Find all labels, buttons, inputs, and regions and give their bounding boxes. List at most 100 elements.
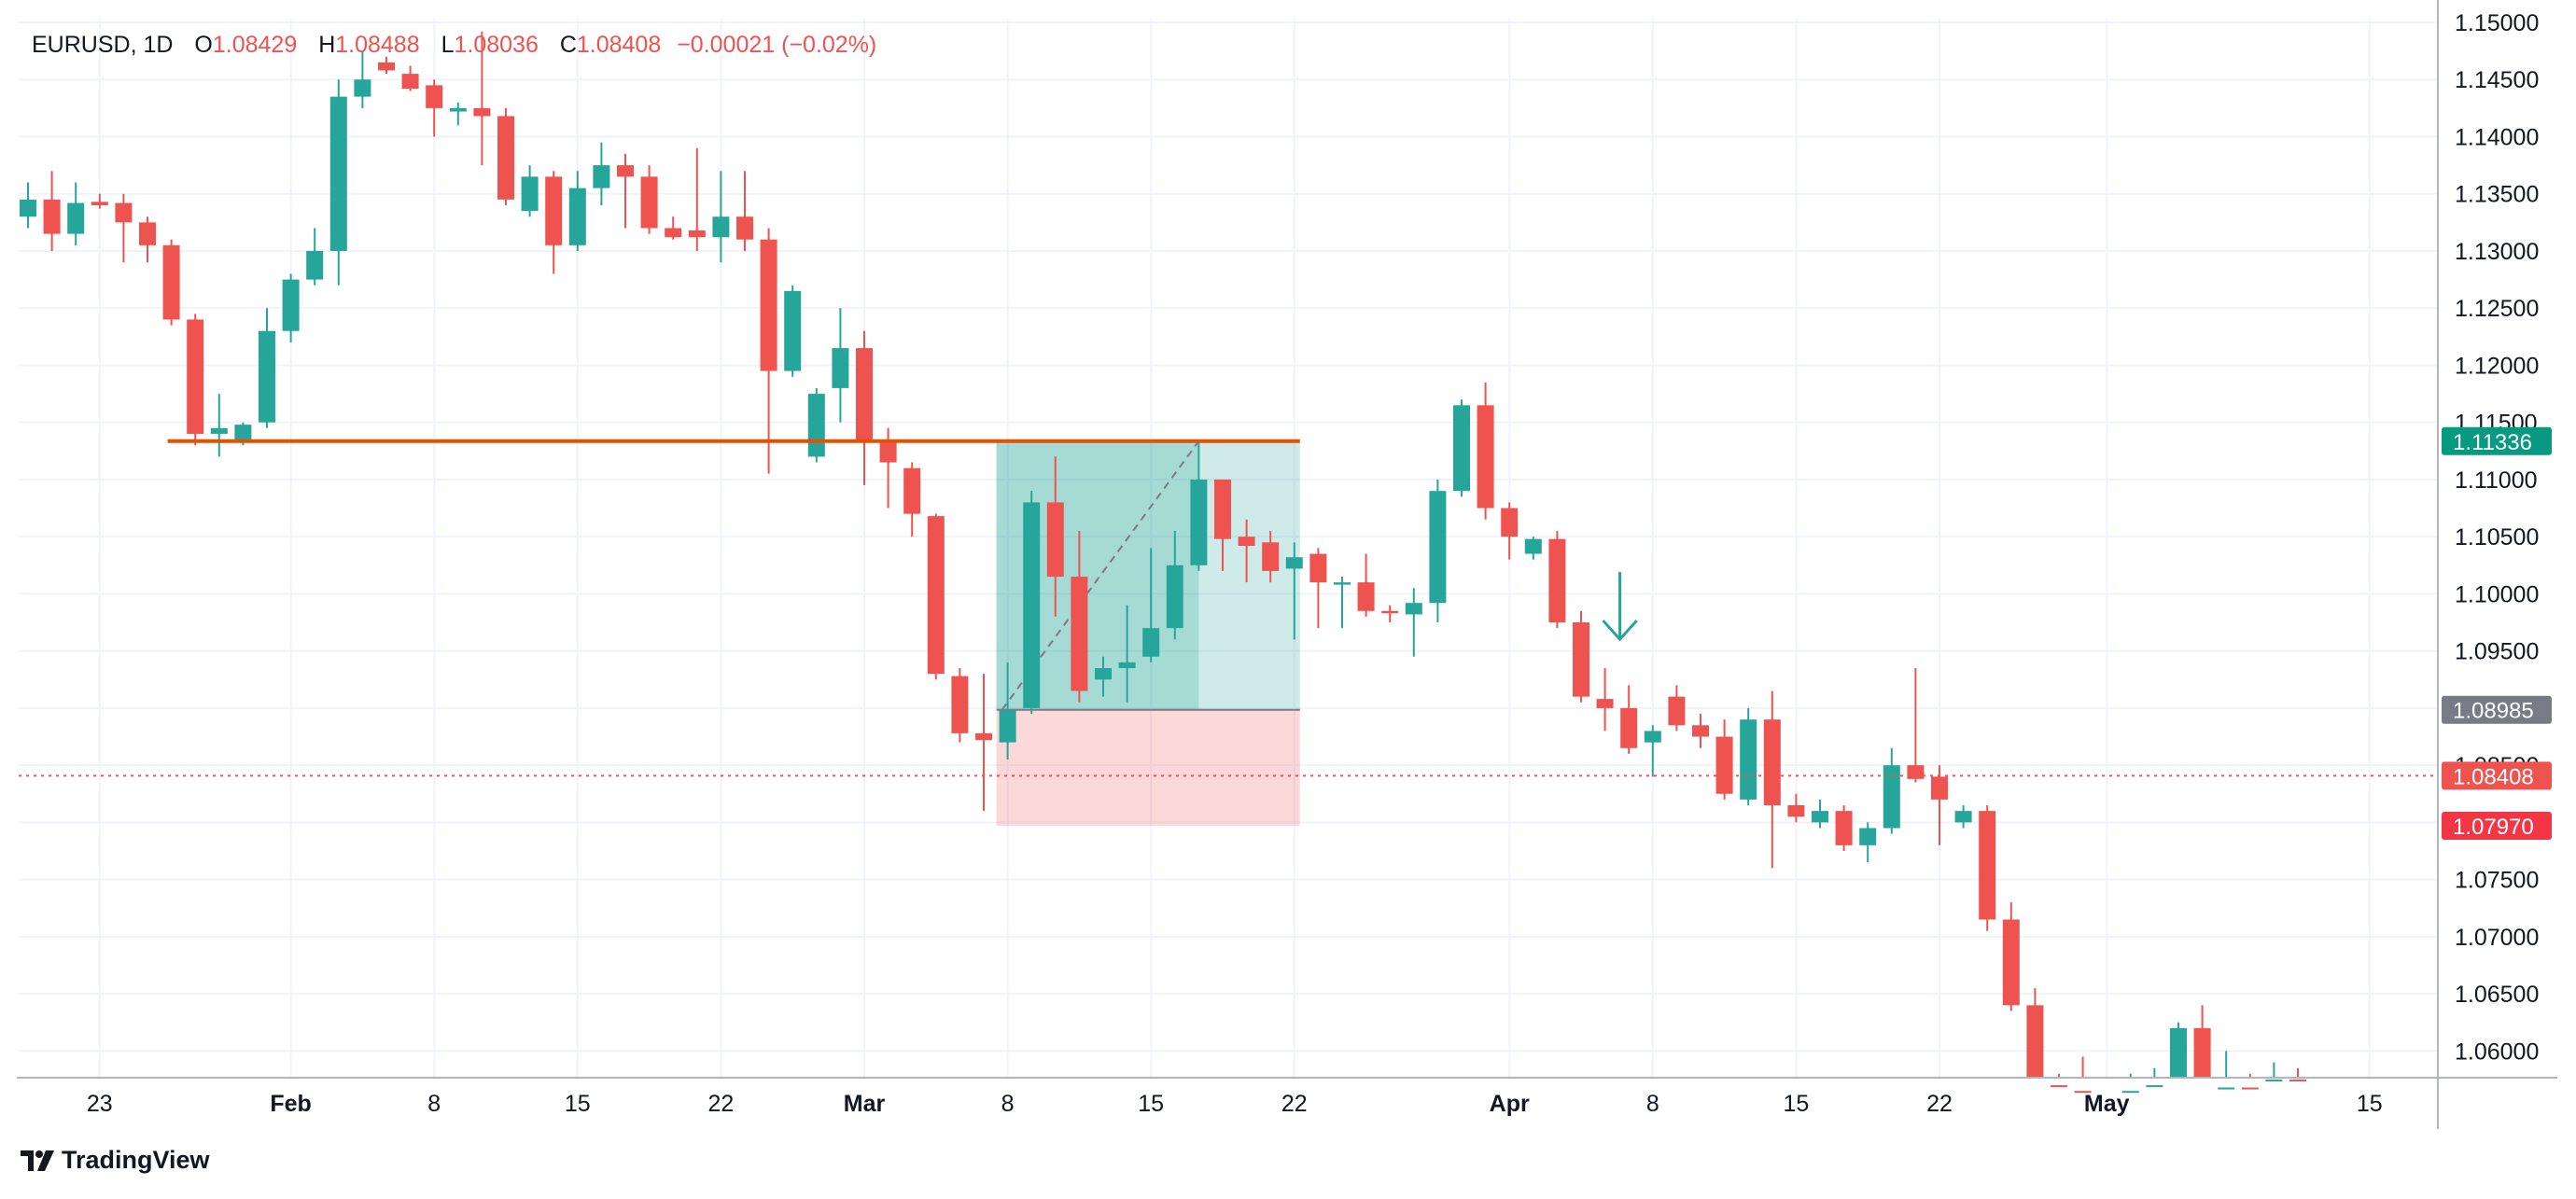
- candle-body-down: [1835, 811, 1853, 845]
- axes: 1.060001.065001.070001.075001.080001.085…: [17, 0, 2557, 1129]
- x-tick-label: 22: [1926, 1091, 1953, 1117]
- y-tick-label: 1.12000: [2455, 353, 2539, 379]
- candle-body-up: [2170, 1027, 2187, 1077]
- change-value: −0.00021 (−0.02%): [677, 32, 877, 58]
- candle-body-down: [1763, 719, 1781, 806]
- y-tick-label: 1.06500: [2455, 982, 2539, 1008]
- y-tick-label: 1.10000: [2455, 581, 2539, 607]
- x-tick-label: 22: [1281, 1091, 1308, 1117]
- candle-body-down: [497, 116, 514, 200]
- high-value: 1.08488: [335, 32, 420, 58]
- interval-label[interactable]: 1D: [143, 32, 174, 58]
- candle-body-down: [1214, 479, 1231, 539]
- candle-body-down: [1573, 622, 1589, 697]
- candle-body-up: [1644, 731, 1661, 743]
- candle-body-up: [712, 216, 730, 238]
- tradingview-logo-icon: [21, 1150, 54, 1171]
- candle-body-down: [640, 176, 658, 229]
- candle-body-down: [1596, 699, 1614, 708]
- candle-body-down: [1787, 805, 1805, 817]
- candle-body-down: [1931, 776, 1948, 800]
- down-arrow-icon[interactable]: [1602, 572, 1638, 642]
- candle-body-down: [736, 216, 753, 240]
- x-tick-label: Mar: [844, 1091, 886, 1117]
- x-tick-label: 8: [427, 1091, 441, 1117]
- candle-body-down: [187, 319, 204, 434]
- candle-body-down: [91, 202, 108, 205]
- candle-body-up: [1740, 719, 1757, 800]
- candle-body-down: [617, 165, 634, 177]
- close-value: 1.08408: [576, 32, 662, 58]
- candle-body-up: [306, 250, 324, 280]
- candle-body-down: [1262, 542, 1280, 571]
- y-tick-label: 1.13000: [2455, 239, 2539, 265]
- y-tick-label: 1.07000: [2455, 925, 2539, 951]
- candle-body-down: [856, 348, 873, 440]
- price-badge-label: 1.08985: [2453, 699, 2534, 724]
- y-tick-label: 1.15000: [2455, 10, 2539, 36]
- candle-body-up: [2146, 1085, 2163, 1088]
- candle-body-down: [1238, 537, 1255, 546]
- candle-body-up: [449, 107, 467, 112]
- candle-body-down: [2193, 1027, 2211, 1077]
- candle-body-down: [473, 107, 491, 117]
- candle-body-up: [234, 425, 252, 440]
- symbol-label[interactable]: EURUSD: [32, 32, 131, 58]
- candle-body-down: [975, 732, 992, 741]
- candle-body-up: [1859, 828, 1877, 845]
- candle-body-up: [2121, 1091, 2139, 1094]
- high-label: H: [318, 32, 336, 58]
- candle-body-down: [545, 176, 563, 245]
- candle-body-up: [1118, 662, 1136, 669]
- candle-body-up: [1190, 479, 1208, 565]
- candle-body-down: [1692, 725, 1709, 737]
- tradingview-brand[interactable]: TradingView: [21, 1146, 210, 1175]
- y-tick-label: 1.11000: [2455, 467, 2538, 494]
- x-tick-label: 8: [1001, 1091, 1015, 1117]
- candle-body-up: [1883, 765, 1900, 829]
- candle-body-up: [1429, 491, 1447, 604]
- candle-body-down: [1668, 696, 1686, 726]
- candle-body-up: [67, 202, 85, 234]
- x-tick-label: 23: [87, 1091, 113, 1117]
- candle-body-up: [1023, 502, 1041, 708]
- candle-body-down: [1979, 811, 1996, 920]
- y-tick-label: 1.14000: [2455, 124, 2539, 150]
- brand-name: TradingView: [62, 1146, 210, 1174]
- candle-body-down: [2002, 919, 2020, 1006]
- candle-body-down: [688, 230, 706, 238]
- price-badge-label: 1.08408: [2453, 764, 2534, 789]
- candle-body-down: [2051, 1085, 2067, 1088]
- candle-body-down: [903, 467, 921, 514]
- candle-body-up: [784, 290, 802, 371]
- candle-body-up: [521, 176, 539, 212]
- candles: [20, 31, 2306, 1094]
- candle-body-down: [927, 516, 945, 675]
- candle-body-up: [282, 279, 300, 331]
- candle-body-down: [1620, 707, 1638, 748]
- x-tick-label: Apr: [1490, 1091, 1530, 1117]
- candle-body-up: [259, 330, 275, 423]
- overlays: [19, 439, 2438, 777]
- candle-body-up: [2265, 1079, 2283, 1081]
- candle-body-down: [1477, 405, 1494, 509]
- candle-body-down: [1501, 508, 1519, 537]
- candle-body-down: [2026, 1005, 2044, 1077]
- candle-body-up: [2218, 1087, 2235, 1090]
- candle-body-down: [401, 74, 419, 90]
- candle-body-down: [2241, 1087, 2259, 1090]
- candle-body-down: [665, 228, 682, 238]
- candle-body-up: [1524, 538, 1542, 554]
- y-tick-label: 1.06000: [2455, 1039, 2539, 1065]
- candle-body-down: [1046, 502, 1064, 578]
- stop-zone[interactable]: [996, 709, 1300, 827]
- price-badge-label: 1.07970: [2453, 815, 2534, 840]
- price-badge: [2442, 426, 2552, 455]
- candle-body-down: [1381, 610, 1399, 614]
- close-label: C: [559, 32, 577, 58]
- candle-body-down: [162, 244, 180, 320]
- x-tick-label: 15: [2357, 1091, 2383, 1117]
- x-tick-label: 8: [1646, 1091, 1659, 1117]
